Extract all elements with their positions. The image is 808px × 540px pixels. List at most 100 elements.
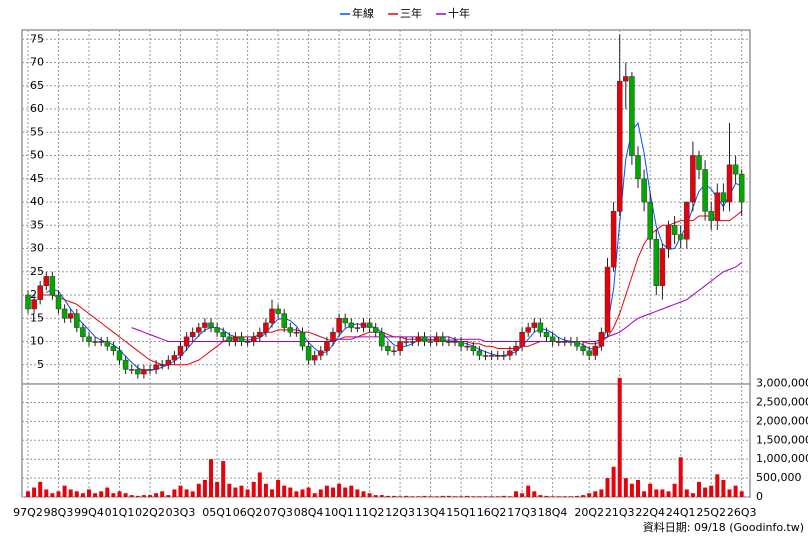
volume-bar — [123, 493, 128, 497]
volume-bar — [300, 489, 305, 497]
candle-body — [342, 318, 348, 324]
volume-bar — [166, 495, 171, 497]
candle-body — [116, 350, 123, 361]
volume-bar — [654, 489, 659, 497]
volume-bar — [74, 491, 79, 497]
candle-body — [726, 164, 733, 203]
x-tick-label: 06Q2 — [233, 506, 263, 519]
volume-bar — [703, 487, 708, 497]
candle-body — [653, 238, 660, 286]
x-tick-label: 07Q3 — [263, 506, 293, 519]
candle-body — [305, 345, 312, 361]
volume-bar — [355, 489, 360, 497]
volume-bar — [526, 485, 531, 497]
candle-body — [623, 76, 629, 82]
volume-bar — [629, 483, 634, 497]
y-tick-label: 40 — [30, 195, 44, 208]
candle-body — [202, 322, 208, 328]
candle-body — [452, 341, 458, 343]
volume-bar — [331, 487, 335, 497]
volume-bar — [68, 489, 73, 497]
x-tick-label: 17Q3 — [507, 506, 537, 519]
volume-bar — [50, 493, 55, 497]
volume-bar — [495, 496, 500, 497]
volume-bar — [538, 495, 543, 497]
candle-body — [647, 201, 653, 240]
candle-body — [372, 327, 379, 333]
candle-body — [31, 299, 37, 310]
candle-body — [366, 322, 373, 328]
volume-bar — [239, 485, 244, 497]
candle-body — [232, 336, 239, 342]
candle-body — [92, 341, 98, 343]
x-tick-label: 03Q3 — [166, 506, 196, 519]
candle-body — [519, 331, 525, 347]
candle-body — [135, 369, 141, 375]
candle-body — [397, 341, 403, 352]
volume-bar — [428, 496, 433, 497]
volume-bar — [398, 496, 403, 497]
volume-bar — [459, 496, 464, 497]
volume-bar — [690, 493, 695, 497]
volume-bar — [312, 493, 317, 497]
candle-body — [214, 327, 220, 333]
x-tick-label: 25Q2 — [696, 506, 726, 519]
volume-bar — [373, 495, 378, 497]
candle-body — [714, 192, 721, 221]
candle-body — [318, 350, 324, 356]
y-tick-label: 75 — [30, 32, 44, 45]
candle-body — [43, 276, 50, 286]
candle-body — [153, 364, 159, 370]
x-tick-label: 01Q1 — [105, 506, 135, 519]
candle-body — [257, 331, 263, 338]
candle-body — [616, 80, 623, 212]
volume-bar — [294, 491, 299, 497]
volume-bar — [26, 491, 30, 497]
volume-bar — [221, 461, 226, 497]
volume-bar — [184, 489, 189, 497]
x-tick-label: 02Q2 — [135, 506, 165, 519]
candle-body — [537, 322, 544, 333]
volume-bar — [489, 496, 494, 497]
candle-body — [592, 345, 599, 356]
volume-bar — [446, 495, 451, 497]
volume-bar — [623, 478, 628, 497]
volume-bar — [32, 487, 37, 497]
x-tick-label: 16Q2 — [477, 506, 507, 519]
candle-body — [104, 341, 111, 347]
volume-bar — [678, 457, 683, 497]
x-tick-label: 21Q3 — [605, 506, 635, 519]
candle-body — [171, 355, 178, 361]
volume-bar — [379, 495, 384, 497]
candle-body — [159, 364, 165, 367]
x-tick-label: 18Q4 — [538, 506, 568, 519]
candle-body — [635, 155, 641, 180]
volume-bar — [282, 485, 287, 497]
candle-body — [568, 341, 574, 343]
volume-bar — [556, 496, 561, 497]
candle-body — [470, 345, 477, 352]
footer: 資料日期: 09/18 (Goodinfo.tw) — [643, 520, 804, 534]
candle-body — [574, 341, 580, 347]
y-tick-label: 5 — [37, 358, 44, 371]
candle-body — [37, 285, 43, 300]
volume-bar — [367, 493, 372, 497]
candle-body — [183, 336, 190, 347]
volume-bar — [99, 491, 104, 497]
volume-bar — [209, 459, 213, 497]
candle-body — [525, 327, 531, 333]
volume-bar — [105, 487, 110, 497]
candle-body — [177, 345, 184, 356]
candle-body — [446, 341, 452, 343]
volume-bar — [648, 483, 653, 497]
candle-body — [25, 294, 31, 310]
y-tick-label: 30 — [30, 242, 44, 255]
candle-body — [488, 355, 495, 357]
candle-body — [299, 331, 306, 347]
x-tick-label: 26Q3 — [727, 506, 757, 519]
candle-body — [55, 294, 62, 310]
candle-body — [269, 308, 275, 324]
volume-bar — [520, 493, 525, 497]
candle-body — [80, 327, 86, 338]
